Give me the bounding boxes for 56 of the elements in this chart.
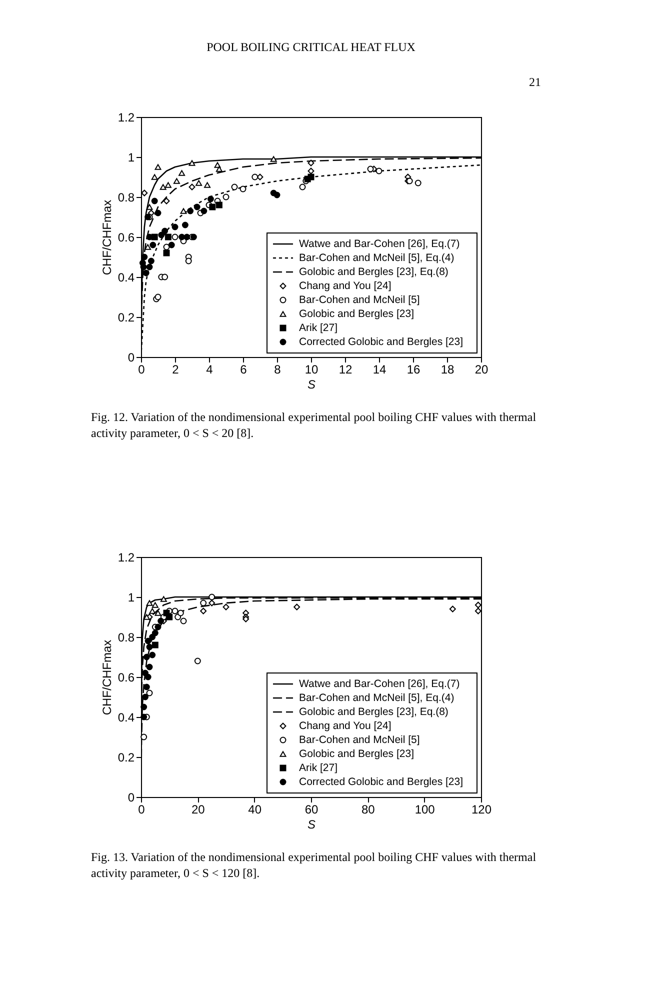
caption: Fig. 13. Variation of the nondimensional experimental pool boiling CHF values with thermal activity parameter, 0 < S < 120 [8]. <box>91 850 537 880</box>
y-tick-label: 0.6 <box>118 230 135 244</box>
y-tick-label: 0.4 <box>118 710 135 724</box>
legend-label: Arik [27] <box>299 322 338 334</box>
x-tick-label: 6 <box>240 362 248 376</box>
legend-label: Bar-Cohen and McNeil [5], Eq.(4) <box>299 252 454 264</box>
y-tick-label: 1.2 <box>118 110 135 124</box>
x-tick-label: 20 <box>474 362 488 376</box>
x-tick-label: 16 <box>406 362 420 376</box>
legend-label: Bar-Cohen and McNeil [5], Eq.(4) <box>299 692 454 704</box>
x-tick-label: 100 <box>414 802 436 816</box>
x-tick-label: 20 <box>191 802 206 816</box>
legend-label: Corrected Golobic and Bergles [23] <box>299 776 464 788</box>
y-axis-title: CHF/CHFmax <box>100 640 114 716</box>
legend-label: Arik [27] <box>299 762 338 774</box>
y-tick-label: 0 <box>128 790 135 804</box>
x-tick-label: 14 <box>372 362 386 376</box>
y-tick-label: 0.8 <box>118 190 135 204</box>
y-axis-title: CHF/CHFmax <box>100 200 114 276</box>
legend-label: Bar-Cohen and McNeil [5] <box>299 734 420 746</box>
legend-label: Golobic and Bergles [23] <box>299 748 414 760</box>
y-tick-label: 1 <box>128 590 135 604</box>
x-tick-label: 40 <box>248 802 262 816</box>
y-tick-label: 0.8 <box>118 630 135 644</box>
chart-title: POOL BOILING CRITICAL HEAT FLUX <box>206 40 416 54</box>
legend-label: Golobic and Bergles [23], Eq.(8) <box>299 266 448 278</box>
x-axis-title: S <box>307 818 316 832</box>
y-tick-label: 0.2 <box>118 310 135 324</box>
x-tick-label: 8 <box>274 362 282 376</box>
x-tick-label: 4 <box>206 362 214 376</box>
y-tick-label: 1 <box>128 150 135 164</box>
legend-label: Golobic and Bergles [23], Eq.(8) <box>299 706 448 718</box>
legend-label: Watwe and Bar-Cohen [26], Eq.(7) <box>299 238 460 250</box>
caption: Fig. 12. Variation of the nondimensional experimental pool boiling CHF values with thermal activity parameter, 0 < S < 20 [8]. <box>91 410 537 440</box>
legend-label: Watwe and Bar-Cohen [26], Eq.(7) <box>299 678 460 690</box>
y-tick-label: 0.6 <box>118 670 135 684</box>
x-tick-label: 120 <box>471 802 492 816</box>
legend-label: Chang and You [24] <box>299 720 392 732</box>
x-tick-label: 18 <box>440 362 454 376</box>
x-tick-label: 10 <box>304 362 318 376</box>
legend-label: Bar-Cohen and McNeil [5] <box>299 294 420 306</box>
y-tick-label: 0.2 <box>118 750 135 764</box>
x-tick-label: 12 <box>338 362 352 376</box>
legend-label: Corrected Golobic and Bergles [23] <box>299 336 464 348</box>
y-tick-label: 1.2 <box>118 550 135 564</box>
text: 21 <box>529 75 541 89</box>
x-tick-label: 2 <box>172 362 180 376</box>
y-tick-label: 0.4 <box>118 270 135 284</box>
y-tick-label: 0 <box>128 350 135 364</box>
legend-label: Chang and You [24] <box>299 280 392 292</box>
x-tick-label: 60 <box>304 802 318 816</box>
x-tick-label: 0 <box>138 362 146 376</box>
x-axis-title: S <box>307 378 316 392</box>
legend-label: Golobic and Bergles [23] <box>299 308 414 320</box>
x-tick-label: 0 <box>138 802 146 816</box>
x-tick-label: 80 <box>361 802 376 816</box>
